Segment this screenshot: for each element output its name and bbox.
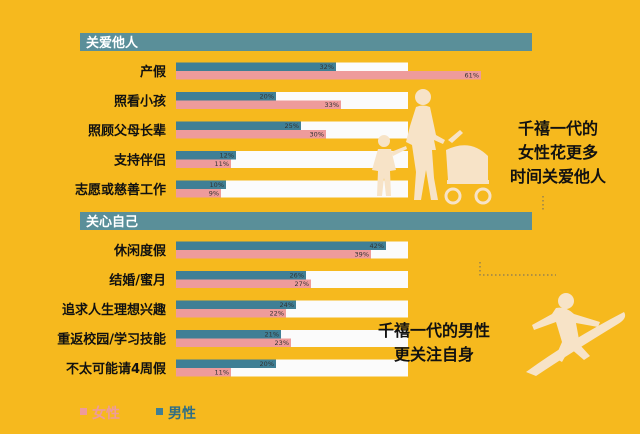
value-label-female: 9% <box>209 190 219 198</box>
bar-male <box>176 271 306 280</box>
value-label-female: 11% <box>215 369 229 377</box>
category-label: 不太可能请4周假 <box>66 361 167 377</box>
value-label-female: 39% <box>355 251 369 259</box>
value-label-female: 30% <box>310 131 324 139</box>
surfer-silhouette-icon <box>526 293 626 376</box>
value-label-male: 25% <box>285 122 299 130</box>
value-label-female: 22% <box>270 310 284 318</box>
category-label: 照顾父母长辈 <box>88 123 166 139</box>
annotation-men-line-1: 千禧一代的男性 <box>378 321 490 340</box>
bar-female <box>176 250 371 259</box>
value-label-male: 42% <box>370 242 384 250</box>
bar-male <box>176 92 276 101</box>
bar-female <box>176 159 231 168</box>
value-label-female: 11% <box>215 160 229 168</box>
bar-female <box>176 279 311 288</box>
bar-track <box>176 180 408 198</box>
section-header-bar <box>80 212 532 230</box>
value-label-male: 20% <box>260 93 274 101</box>
family-silhouette-icon <box>372 89 492 205</box>
bar-male <box>176 330 281 339</box>
value-label-male: 21% <box>265 331 279 339</box>
bar-male <box>176 359 276 368</box>
annotation-men-line-2: 更关注自身 <box>394 345 474 364</box>
legend-label-male: 男性 <box>168 405 196 422</box>
bar-male <box>176 241 386 250</box>
value-label-male: 32% <box>320 63 334 71</box>
bar-female <box>176 71 481 80</box>
category-label: 结婚/蜜月 <box>109 273 166 289</box>
annotation-women-line-1: 千禧一代的 <box>518 119 598 138</box>
annotation-connectors <box>479 196 556 276</box>
category-label: 支持伴侣 <box>113 153 166 169</box>
section-title: 关心自己 <box>86 214 138 230</box>
bar-male <box>176 151 236 160</box>
value-label-female: 27% <box>295 280 309 288</box>
legend-swatch-male <box>156 408 163 415</box>
bar-male <box>176 300 296 309</box>
category-label: 追求人生理想兴趣 <box>62 302 167 318</box>
bar-female <box>176 309 286 318</box>
value-label-female: 61% <box>465 72 479 80</box>
value-label-female: 23% <box>275 339 289 347</box>
category-label: 照看小孩 <box>114 94 166 110</box>
category-label: 休闲度假 <box>113 243 167 259</box>
bar-female <box>176 100 341 109</box>
value-label-female: 33% <box>325 101 339 109</box>
annotation-women-line-2: 女性花更多 <box>518 143 598 162</box>
annotation-women-line-3: 时间关爱他人 <box>510 167 607 186</box>
bar-male <box>176 121 301 130</box>
bar-male <box>176 180 226 189</box>
bar-female <box>176 368 231 377</box>
category-label: 重返校园/学习技能 <box>57 332 166 348</box>
bar-female <box>176 130 326 139</box>
value-label-male: 10% <box>210 181 224 189</box>
legend-swatch-female <box>80 408 87 415</box>
category-label: 志愿或慈善工作 <box>75 182 166 198</box>
section-header-bar <box>80 33 532 51</box>
section-title: 关爱他人 <box>86 35 139 51</box>
bar-female <box>176 338 291 347</box>
bar-female <box>176 189 221 198</box>
value-label-male: 24% <box>280 301 294 309</box>
legend-label-female: 女性 <box>92 405 120 422</box>
bar-male <box>176 62 336 71</box>
legend: 女性 男性 <box>80 405 196 422</box>
value-label-male: 26% <box>290 272 304 280</box>
category-label: 产假 <box>140 64 167 80</box>
value-label-male: 12% <box>220 152 234 160</box>
value-label-male: 20% <box>260 360 274 368</box>
